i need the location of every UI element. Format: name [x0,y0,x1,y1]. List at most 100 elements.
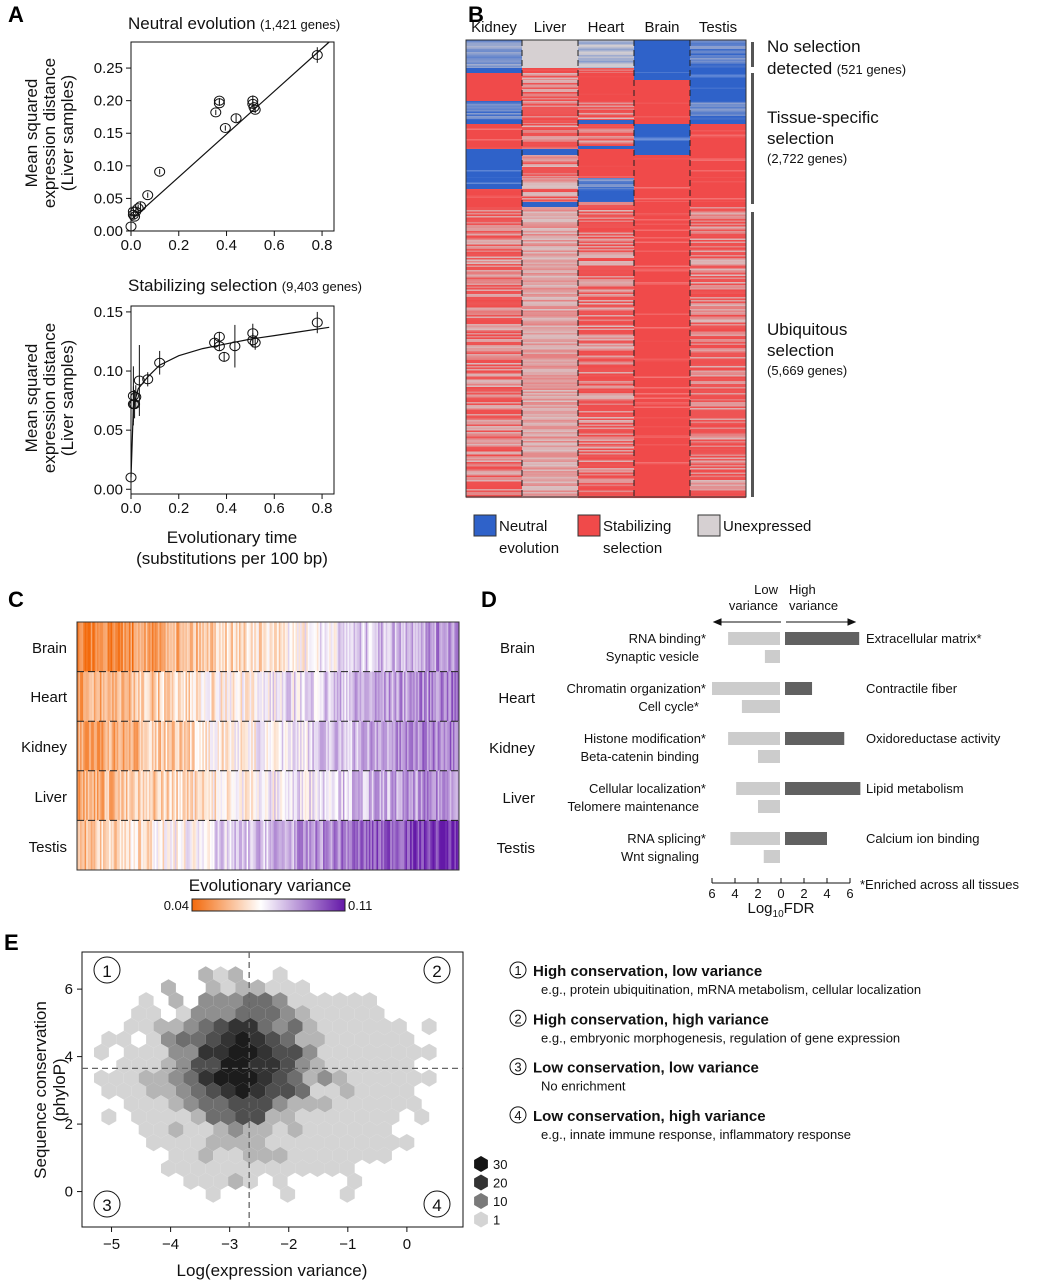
heatmap-row [634,417,690,419]
heatmap-cell [90,671,93,722]
heatmap-cell [411,721,414,771]
quadrant-description: e.g., embryonic morphogenesis, regulatio… [541,1030,900,1045]
fit-line [130,41,330,221]
heatmap-cell [154,820,157,870]
heatmap-cell [212,671,215,722]
heatmap-cell [165,820,168,870]
heatmap-cell [445,770,448,821]
heatmap-row [466,318,522,320]
svg-text:Mean squared: Mean squared [22,344,41,453]
heatmap-cell [289,671,292,722]
heatmap-cell [80,721,82,771]
heatmap-row [690,295,746,298]
heatmap-cell [232,820,235,870]
heatmap-row [690,406,746,409]
heatmap-cell [246,820,249,870]
heatmap-cell [168,671,171,722]
heatmap-cell [286,671,289,722]
heatmap-row [690,273,746,275]
heatmap-row [522,405,578,407]
heatmap-row [690,300,746,302]
hexbin-cell [123,1069,139,1087]
heatmap-row [466,336,522,338]
data-point [210,107,222,118]
heatmap-row [690,457,746,460]
heatmap-row [466,394,522,397]
hexbin-cell [280,1082,296,1100]
heatmap-cell [206,721,209,771]
heatmap-cell [420,721,423,771]
heatmap-row [466,92,522,94]
heatmap-row [522,90,578,93]
heatmap-row [578,298,634,301]
heatmap-row [578,110,634,112]
hexbin-cell [302,1043,318,1061]
hexbin-cell [131,1082,147,1100]
heatmap-cell [399,671,402,722]
heatmap-row [522,258,578,260]
heatmap-row [578,280,634,283]
heatmap-cell [209,671,212,722]
heatmap-cell [238,820,241,870]
heatmap-cell [402,721,405,771]
heatmap-cell [138,671,141,722]
heatmap-row [466,366,522,368]
heatmap-cell [254,622,257,672]
heatmap-row [634,366,690,368]
hexbin-cell [175,1082,191,1100]
heatmap-row [522,243,578,245]
heatmap-row [578,226,634,229]
heatmap-row [578,430,634,433]
heatmap-row [522,426,578,428]
heatmap-cell [84,820,87,870]
heatmap-row [578,93,634,96]
heatmap-row [466,342,522,344]
heatmap-row [522,252,578,254]
heatmap-row [578,309,634,311]
hexbin-cell [257,992,273,1010]
heatmap-cell [367,820,370,870]
heatmap-cell [344,770,347,821]
heatmap-row [578,133,634,135]
heatmap-cell [251,721,254,771]
heatmap-row [690,418,746,421]
x-tick-label: −3 [221,1236,238,1253]
heatmap-cell [315,671,318,722]
hexbin-cell [391,1095,407,1113]
heatmap-cell [356,820,359,870]
hexbin-cell [369,1030,385,1048]
heatmap-row [634,80,690,82]
heatmap-row [578,466,634,469]
heatmap-row [578,104,634,106]
heatmap-row [578,318,634,320]
heatmap-cell [254,721,257,771]
b-column-headers: Kidney Liver Heart Brain Testis [471,19,737,36]
heatmap-row [634,343,690,346]
heatmap-cell [84,671,87,722]
heatmap-row [522,351,578,353]
heatmap-row [522,76,578,78]
heatmap-row [634,252,690,254]
heatmap-row [522,285,578,287]
heatmap-row [578,342,634,344]
heatmap-cell [139,622,142,672]
heatmap-row [578,348,634,350]
heatmap-cell [196,820,199,870]
heatmap-cell [225,770,228,821]
heatmap-cell [417,770,420,821]
heatmap-row [690,114,746,117]
heatmap-row [634,492,690,494]
heatmap-cell [142,820,145,870]
heatmap-row [634,466,690,469]
heatmap-cell [367,770,370,821]
heatmap-cell [257,721,260,771]
heatmap-row [634,262,690,265]
heatmap-row [578,102,634,105]
heatmap-row [690,193,746,196]
heatmap-row [578,108,634,111]
hexbin-cell [168,1146,184,1165]
heatmap-row [634,369,690,371]
heatmap-row [690,292,746,295]
heatmap-row [522,92,578,94]
heatmap-row [522,170,578,172]
